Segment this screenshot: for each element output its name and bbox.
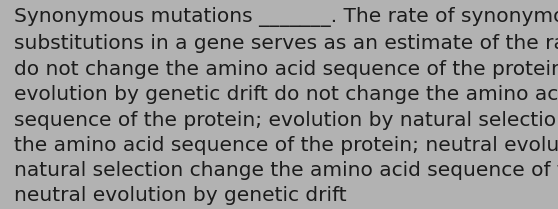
Text: Synonymous mutations _______. The rate of synonymous
substitutions in a gene ser: Synonymous mutations _______. The rate o… [14, 7, 558, 205]
